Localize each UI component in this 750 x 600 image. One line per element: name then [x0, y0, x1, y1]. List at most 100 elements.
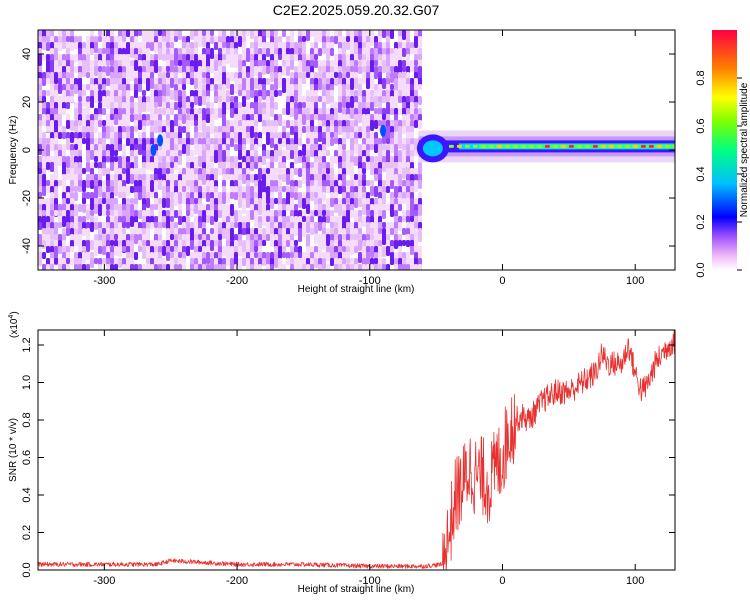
spectrogram-noise-cell: [310, 126, 314, 132]
spectrogram-x-ticks: -300 -200 -100 0 100: [93, 30, 644, 287]
spectrogram-noise-cell: [254, 162, 258, 169]
spectrogram-noise-cell: [38, 102, 42, 112]
spectrogram-noise-cell: [66, 204, 70, 211]
spectrogram-noise-cell: [390, 96, 394, 102]
spectrogram-noise-cell: [366, 264, 370, 270]
spectrogram-noise-cell: [86, 252, 90, 260]
spectrogram-noise-cell: [258, 204, 262, 215]
spectrogram-noise-cell: [154, 246, 158, 253]
spectrogram-noise-cell: [402, 264, 406, 270]
spectrogram-noise-cell: [294, 102, 298, 110]
spectrogram-noise-cell: [234, 126, 238, 133]
spectrogram-noise-cell: [198, 264, 202, 270]
spectrogram-noise-cell: [86, 180, 90, 188]
snr-y-ticks: 0.00.20.40.60.81.01.2: [21, 337, 675, 578]
spectrogram-noise-cell: [410, 102, 414, 108]
spectrogram-noise-cell: [130, 114, 134, 122]
spectrogram-noise-cell: [198, 246, 202, 252]
spectrogram-noise-cell: [86, 162, 90, 172]
spectrogram-noise-cell: [214, 60, 218, 71]
spectrogram-noise-cell: [186, 216, 190, 223]
spectrogram-noise-cell: [242, 198, 246, 206]
spectrogram-noise-cell: [294, 54, 298, 61]
spectrogram-noise-cell: [374, 186, 378, 197]
spectrogram-noise-cell: [190, 156, 194, 164]
spectrogram-noise-cell: [330, 198, 334, 207]
spectrogram-noise-cell: [282, 84, 286, 93]
spectrogram-noise-cell: [282, 174, 286, 182]
spectrogram-noise-cell: [134, 192, 138, 199]
spectrogram-noise-cell: [278, 228, 282, 236]
spectrogram-noise-cell: [246, 78, 250, 91]
spectrogram-noise-cell: [390, 66, 394, 72]
spectrogram-noise-cell: [54, 36, 58, 44]
spectrogram-noise-cell: [82, 90, 86, 96]
spectrogram-noise-cell: [78, 174, 82, 182]
signal-peak-cell: [488, 144, 494, 148]
spectrogram-noise-cell: [198, 36, 202, 47]
spectrogram-noise-cell: [186, 138, 190, 146]
spectrogram-noise-cell: [386, 180, 390, 186]
spectrogram-noise-cell: [306, 132, 310, 139]
spectrogram-noise-cell: [70, 30, 74, 38]
spectrogram-noise-cell: [122, 216, 126, 224]
spectrogram-noise-cell: [142, 132, 146, 140]
spectrogram-noise-cell: [154, 42, 158, 53]
spectrogram-noise-cell: [266, 192, 270, 204]
spectrogram-noise-cell: [346, 126, 350, 134]
spectrogram-noise-cell: [110, 258, 114, 264]
spectrogram-noise-cell: [394, 120, 398, 127]
spectrogram-noise-cell: [202, 72, 206, 78]
spectrogram-noise-cell: [110, 90, 114, 103]
spectrogram-noise-cell: [370, 90, 374, 96]
spectrogram-noise-cell: [142, 102, 146, 112]
spectrogram-noise-cell: [402, 228, 406, 235]
spectrogram-noise-cell: [90, 174, 94, 181]
spectrogram-noise-cell: [102, 204, 106, 216]
spectrogram-noise-cell: [122, 222, 126, 228]
spectrogram-noise-cell: [162, 264, 166, 270]
spectrogram-noise-cell: [158, 90, 162, 97]
spectrogram-noise-cell: [146, 48, 150, 60]
spectrogram-noise-cell: [166, 108, 170, 114]
spectrogram-noise-cell: [114, 234, 118, 240]
spectrogram-noise-cell: [226, 54, 230, 64]
spectrogram-noise-cell: [50, 48, 54, 56]
spectrogram-noise-cell: [238, 36, 242, 47]
spectrogram-noise-cell: [62, 30, 66, 37]
spectrogram-noise-cell: [110, 126, 114, 133]
spectrogram-noise-cell: [318, 78, 322, 90]
spectrogram-noise-cell: [206, 210, 210, 216]
spectrogram-noise-cell: [298, 96, 302, 104]
spectrogram-noise-cell: [190, 54, 194, 60]
spectrogram-noise-cell: [238, 222, 242, 229]
spectrogram-noise-cell: [350, 78, 354, 90]
spectrogram-noise-cell: [418, 228, 422, 236]
spectrogram-noise-cell: [350, 204, 354, 211]
spectrogram-noise-cell: [58, 222, 62, 228]
spectrogram-noise-cell: [326, 84, 330, 90]
spectrogram-noise-cell: [170, 216, 174, 222]
spectrogram-noise-cell: [130, 174, 134, 184]
spectrogram-noise-cell: [134, 156, 138, 169]
spectrogram-noise-cell: [190, 114, 194, 121]
spectrogram-noise-cell: [242, 114, 246, 122]
spectrogram-noise-cell: [206, 36, 210, 43]
spectrogram-noise-cell: [298, 48, 302, 54]
spectrogram-noise-cell: [414, 54, 418, 61]
spectrogram-noise-cell: [70, 84, 74, 90]
spectrogram-noise-cell: [94, 258, 98, 264]
spectrogram-noise-cell: [294, 186, 298, 192]
spectrogram-noise-cell: [306, 222, 310, 233]
spectrogram-noise-cell: [78, 102, 82, 114]
spectrogram-noise-cell: [210, 252, 214, 258]
spectrogram-noise-cell: [218, 96, 222, 102]
spectrogram-noise-cell: [78, 186, 82, 192]
spectrogram-noise-cell: [290, 150, 294, 159]
spectrogram-noise-cell: [110, 78, 114, 84]
spectrogram-noise-cell: [302, 174, 306, 184]
spectrogram-noise-cell: [102, 84, 106, 90]
spectrogram-noise-cell: [214, 234, 218, 242]
spectrogram-noise-cell: [406, 138, 410, 145]
spectrogram-noise-cell: [362, 78, 366, 84]
